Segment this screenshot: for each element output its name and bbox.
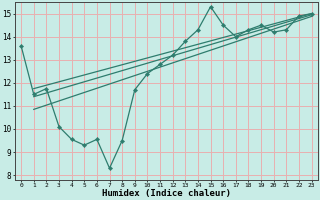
X-axis label: Humidex (Indice chaleur): Humidex (Indice chaleur) <box>102 189 231 198</box>
